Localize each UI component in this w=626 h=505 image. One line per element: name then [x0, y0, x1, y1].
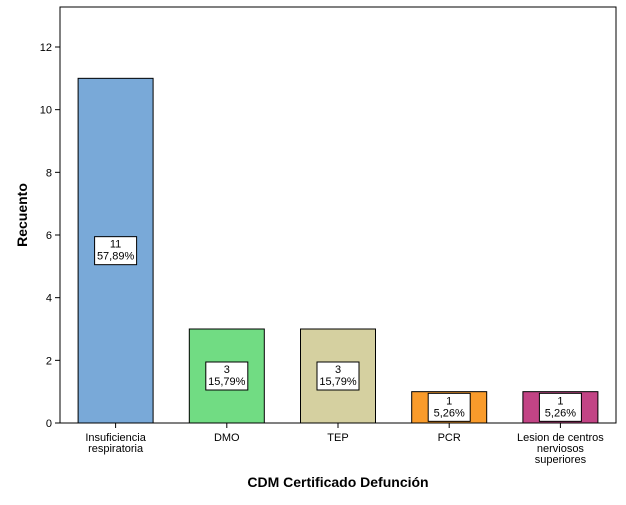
x-tick-label: respiratoria	[88, 443, 144, 455]
x-tick-label: Lesion de centros	[517, 432, 604, 444]
data-label-box	[538, 392, 582, 422]
y-axis-title: Recuento	[14, 183, 30, 247]
data-label-count: 11	[110, 239, 121, 251]
x-tick-label: PCR	[438, 432, 461, 444]
x-tick-label: Insuficiencia	[85, 432, 146, 444]
data-label-percent: 15,79%	[208, 376, 246, 388]
data-label-percent: 57,89%	[97, 251, 135, 263]
data-label-count: 1	[446, 395, 452, 407]
y-tick-label: 6	[46, 230, 52, 242]
y-tick-label: 4	[46, 293, 52, 305]
data-label-percent: 15,79%	[319, 376, 357, 388]
data-label-box	[205, 361, 249, 391]
data-label-count: 3	[335, 364, 341, 376]
data-label-box	[427, 392, 471, 422]
x-axis-title: CDM Certificado Defunción	[247, 474, 428, 490]
data-label-box	[316, 361, 360, 391]
y-tick-label: 8	[46, 167, 52, 179]
y-tick-label: 12	[40, 42, 52, 54]
data-label-percent: 5,26%	[434, 407, 465, 419]
y-tick-label: 10	[40, 105, 52, 117]
x-tick-label: superiores	[535, 454, 587, 466]
x-tick-label: TEP	[327, 432, 348, 444]
data-label-count: 1	[557, 395, 563, 407]
y-tick-label: 0	[46, 418, 52, 430]
x-tick-label: DMO	[214, 432, 240, 444]
y-tick-label: 2	[46, 355, 52, 367]
data-label-box	[94, 236, 138, 266]
y-axis: 0 2 4 6 8 10 12	[40, 42, 60, 430]
data-label-count: 3	[224, 364, 230, 376]
bar	[300, 328, 376, 424]
data-label-percent: 5,26%	[545, 407, 576, 419]
x-tick-label: nerviosos	[537, 443, 585, 455]
